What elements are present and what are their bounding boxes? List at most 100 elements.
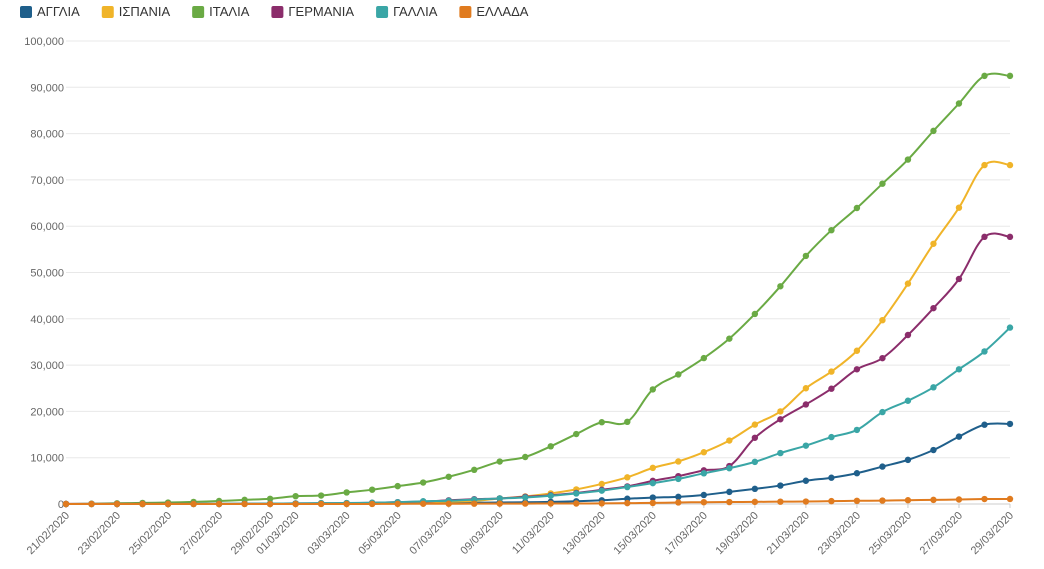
data-point[interactable] — [853, 204, 861, 212]
data-point[interactable] — [139, 500, 146, 508]
data-point[interactable] — [88, 500, 95, 508]
data-point[interactable] — [879, 408, 886, 416]
data-point[interactable] — [113, 500, 121, 508]
data-point[interactable] — [522, 453, 529, 461]
data-point[interactable] — [496, 458, 503, 465]
data-point[interactable] — [726, 335, 733, 342]
data-point[interactable] — [879, 497, 886, 504]
data-point[interactable] — [828, 385, 835, 392]
data-point[interactable] — [981, 161, 988, 169]
data-point[interactable] — [930, 127, 937, 135]
legend-item[interactable]: ΙΤΑΛΙΑ — [192, 4, 250, 19]
data-point[interactable] — [955, 204, 963, 211]
data-point[interactable] — [649, 464, 657, 472]
data-point[interactable] — [828, 433, 835, 441]
data-point[interactable] — [241, 500, 248, 508]
data-point[interactable] — [853, 366, 861, 373]
data-point[interactable] — [904, 397, 912, 404]
data-point[interactable] — [700, 491, 708, 499]
data-point[interactable] — [904, 331, 912, 339]
data-point[interactable] — [522, 494, 529, 501]
data-point[interactable] — [981, 233, 988, 241]
data-point[interactable] — [802, 401, 810, 408]
data-point[interactable] — [930, 496, 937, 504]
data-point[interactable] — [904, 280, 912, 287]
data-point[interactable] — [955, 433, 963, 440]
data-point[interactable] — [266, 500, 274, 508]
data-point[interactable] — [828, 497, 835, 505]
data-point[interactable] — [164, 500, 172, 508]
data-point[interactable] — [904, 456, 912, 464]
data-point[interactable] — [547, 500, 554, 507]
data-point[interactable] — [547, 492, 554, 499]
data-point[interactable] — [1006, 420, 1014, 428]
data-point[interactable] — [700, 498, 708, 506]
data-point[interactable] — [649, 386, 657, 393]
data-point[interactable] — [751, 498, 759, 506]
data-point[interactable] — [930, 304, 937, 312]
data-point[interactable] — [955, 366, 963, 373]
data-point[interactable] — [394, 482, 401, 490]
data-point[interactable] — [853, 426, 861, 434]
data-point[interactable] — [751, 434, 759, 441]
data-point[interactable] — [445, 473, 452, 480]
data-point[interactable] — [675, 371, 682, 378]
data-point[interactable] — [904, 497, 912, 504]
data-point[interactable] — [1006, 233, 1014, 241]
data-point[interactable] — [726, 465, 733, 472]
data-point[interactable] — [215, 500, 223, 508]
data-point[interactable] — [547, 443, 554, 450]
data-point[interactable] — [522, 500, 529, 507]
data-point[interactable] — [573, 490, 580, 497]
data-point[interactable] — [981, 421, 988, 428]
data-point[interactable] — [853, 497, 861, 505]
legend-item[interactable]: ΙΣΠΑΝΙΑ — [101, 4, 171, 19]
data-point[interactable] — [751, 458, 759, 466]
data-point[interactable] — [190, 500, 197, 508]
data-point[interactable] — [777, 283, 784, 290]
data-point[interactable] — [317, 500, 325, 508]
data-point[interactable] — [802, 498, 810, 505]
data-point[interactable] — [802, 442, 810, 449]
data-point[interactable] — [624, 483, 631, 491]
legend-item[interactable]: ΓΑΛΛΙΑ — [376, 4, 438, 19]
data-point[interactable] — [853, 470, 861, 477]
data-point[interactable] — [624, 418, 631, 426]
legend-item[interactable]: ΓΕΡΜΑΝΙΑ — [271, 4, 354, 19]
data-point[interactable] — [343, 500, 350, 508]
data-point[interactable] — [751, 421, 759, 428]
data-point[interactable] — [649, 499, 657, 507]
data-point[interactable] — [879, 180, 886, 187]
data-point[interactable] — [981, 495, 988, 503]
data-point[interactable] — [700, 354, 708, 362]
data-point[interactable] — [828, 368, 835, 375]
data-point[interactable] — [598, 419, 605, 426]
data-point[interactable] — [802, 252, 810, 260]
data-point[interactable] — [624, 474, 631, 481]
data-point[interactable] — [751, 310, 759, 318]
data-point[interactable] — [828, 474, 835, 481]
data-point[interactable] — [471, 500, 478, 507]
data-point[interactable] — [368, 486, 376, 493]
data-point[interactable] — [879, 463, 886, 470]
data-point[interactable] — [62, 500, 70, 508]
data-point[interactable] — [1006, 324, 1014, 331]
data-point[interactable] — [649, 479, 657, 487]
data-point[interactable] — [649, 494, 657, 501]
data-point[interactable] — [777, 482, 784, 489]
data-point[interactable] — [777, 498, 784, 505]
data-point[interactable] — [1006, 495, 1014, 503]
data-point[interactable] — [675, 499, 682, 506]
data-point[interactable] — [904, 156, 912, 163]
data-point[interactable] — [981, 348, 988, 355]
data-point[interactable] — [802, 477, 810, 484]
data-point[interactable] — [445, 500, 452, 507]
data-point[interactable] — [700, 449, 708, 456]
data-point[interactable] — [853, 347, 861, 354]
data-point[interactable] — [292, 500, 299, 508]
data-point[interactable] — [955, 100, 963, 107]
data-point[interactable] — [879, 316, 886, 324]
data-point[interactable] — [981, 72, 988, 80]
data-point[interactable] — [675, 458, 682, 465]
data-point[interactable] — [726, 488, 733, 496]
